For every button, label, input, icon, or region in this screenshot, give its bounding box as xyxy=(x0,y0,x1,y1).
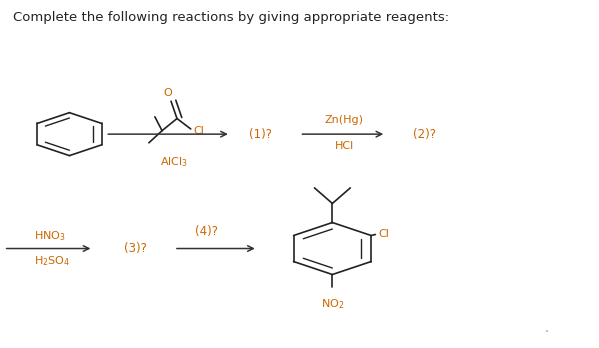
Text: (2)?: (2)? xyxy=(413,128,437,141)
Text: O: O xyxy=(164,88,173,98)
Text: HCl: HCl xyxy=(335,141,354,151)
Text: Zn(Hg): Zn(Hg) xyxy=(325,116,364,126)
Text: H$_2$SO$_4$: H$_2$SO$_4$ xyxy=(34,254,69,268)
Text: (4)?: (4)? xyxy=(195,225,219,238)
Text: '': '' xyxy=(544,329,549,337)
Text: (3)?: (3)? xyxy=(124,242,147,255)
Text: Complete the following reactions by giving appropriate reagents:: Complete the following reactions by givi… xyxy=(13,11,449,24)
Text: NO$_2$: NO$_2$ xyxy=(320,297,344,311)
Text: HNO$_3$: HNO$_3$ xyxy=(34,230,65,243)
Text: (1)?: (1)? xyxy=(249,128,272,141)
Text: Cl: Cl xyxy=(379,229,389,239)
Text: Cl: Cl xyxy=(193,126,205,136)
Text: AlCl$_3$: AlCl$_3$ xyxy=(160,155,188,169)
